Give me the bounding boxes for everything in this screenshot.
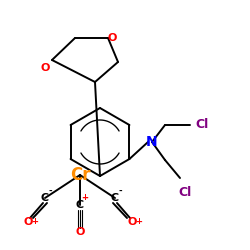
Text: -: - [48, 186, 52, 196]
Text: Cl: Cl [196, 118, 208, 132]
Text: +: + [82, 194, 88, 202]
Text: O: O [40, 63, 50, 73]
Text: N: N [146, 135, 158, 149]
Text: Cr: Cr [70, 166, 90, 184]
Text: C: C [111, 193, 119, 203]
Text: +: + [136, 218, 142, 226]
Text: C: C [76, 200, 84, 210]
Text: O: O [75, 227, 85, 237]
Text: +: + [32, 218, 38, 226]
Text: O: O [127, 217, 137, 227]
Text: -: - [118, 186, 122, 196]
Text: Cl: Cl [178, 186, 192, 198]
Text: +: + [82, 194, 88, 202]
Text: O: O [23, 217, 33, 227]
Text: C: C [41, 193, 49, 203]
Text: O: O [107, 33, 117, 43]
